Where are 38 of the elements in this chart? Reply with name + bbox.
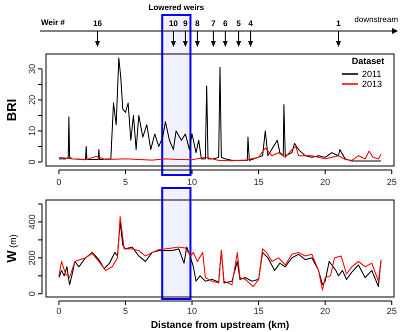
x-tick-label: 10 — [187, 306, 198, 316]
x-tick-label: 15 — [254, 177, 264, 187]
x-tick-label: 15 — [254, 306, 264, 316]
annotation: 8 — [195, 19, 200, 28]
annotation: 16 — [93, 19, 103, 28]
band-label: Lowered weirs — [148, 3, 205, 12]
legend-label: 2013 — [362, 79, 382, 89]
legend-label: 2011 — [362, 69, 382, 79]
y-axis-title: BRI — [4, 98, 19, 122]
annotation: 10 — [168, 19, 178, 28]
text: downstream — [354, 15, 398, 24]
annotation: 9 — [183, 19, 188, 28]
x-tick-label: 5 — [122, 306, 128, 316]
y-tick-label: 0 — [27, 291, 37, 296]
x-tick-label: 20 — [320, 177, 330, 187]
y-tick-label: 30 — [27, 64, 37, 74]
text: Weir # — [41, 18, 66, 27]
y-axis-title: W (m) — [4, 234, 19, 263]
x-tick-label: 20 — [320, 306, 330, 316]
x-tick-label: 5 — [122, 177, 128, 187]
y-tick-label: 20 — [27, 94, 37, 105]
annotation: 4 — [248, 19, 254, 28]
line-series — [58, 146, 382, 162]
annotation: 1 — [336, 19, 342, 28]
y-tick-label: 10 — [27, 126, 37, 136]
x-tick-label: 10 — [187, 177, 198, 187]
x-tick-label: 25 — [386, 177, 397, 187]
y-tick-label: 200 — [27, 250, 37, 266]
x-axis-title: Distance from upstream (km) — [150, 320, 290, 331]
y-tick-label: 0 — [27, 159, 37, 164]
annotation: 5 — [236, 19, 242, 28]
annotation: 6 — [223, 19, 228, 28]
x-tick-label: 25 — [386, 306, 397, 316]
x-tick-label: 0 — [56, 306, 62, 316]
x-tick-label: 0 — [56, 177, 62, 187]
annotation: 7 — [211, 19, 216, 28]
y-tick-label: 400 — [27, 214, 37, 230]
legend-title: Dataset — [352, 56, 384, 66]
